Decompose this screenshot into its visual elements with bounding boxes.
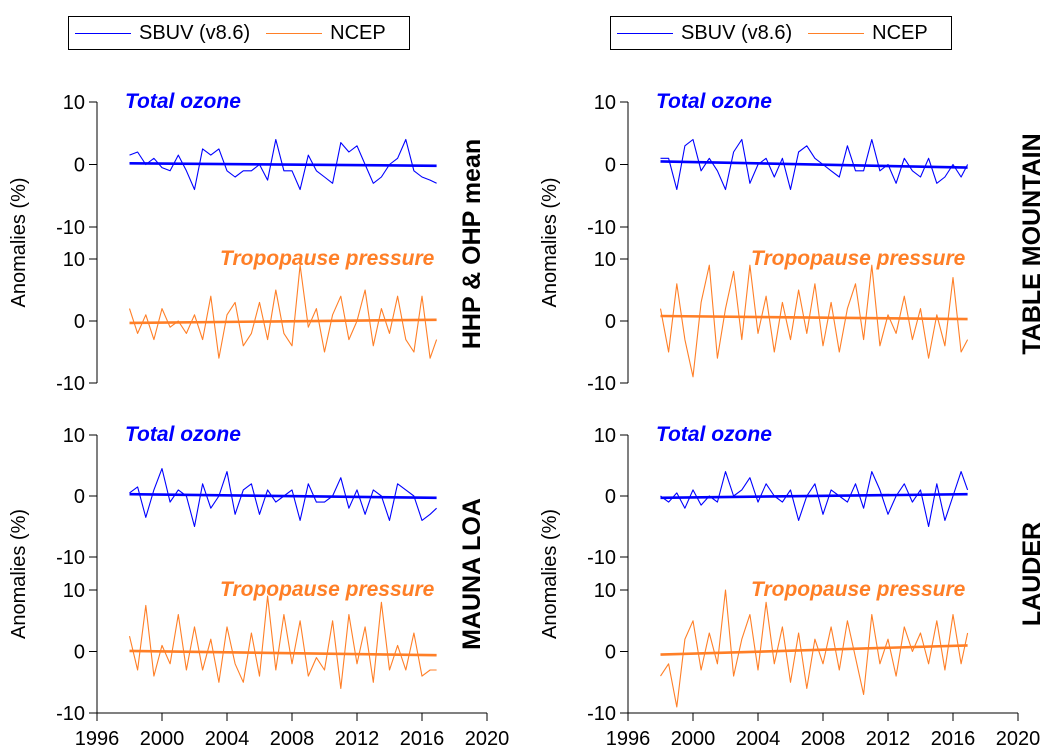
legend-label-ncep: NCEP <box>330 21 386 44</box>
legend-swatch-sbuv <box>617 32 673 34</box>
trend-line <box>660 314 968 321</box>
legend-label-sbuv: SBUV (v8.6) <box>139 21 251 44</box>
station-label: HHP & OHP mean <box>458 139 486 349</box>
x-tick-label: 2020 <box>465 728 510 750</box>
x-tick-label: 2012 <box>866 728 911 750</box>
y-tick-label: 10 <box>63 92 85 114</box>
y-tick-label: -10 <box>56 373 85 395</box>
legend-label-sbuv: SBUV (v8.6) <box>681 21 793 44</box>
x-tick-label: 2016 <box>400 728 445 750</box>
series-line <box>128 595 437 689</box>
y-tick-label: -10 <box>56 547 85 569</box>
x-tick-label: 2012 <box>335 728 380 750</box>
x-tick-label: 2016 <box>931 728 976 750</box>
trend-line <box>129 318 437 325</box>
tropopause-pressure-title: Tropopause pressure <box>751 247 966 270</box>
trend-line <box>129 649 437 657</box>
trend-line <box>660 492 968 500</box>
total-ozone-title: Total ozone <box>125 423 241 446</box>
tropopause-pressure-title: Tropopause pressure <box>220 578 435 601</box>
y-tick-label: 0 <box>74 311 85 333</box>
station-label: MAUNA LOA <box>458 498 486 650</box>
y-tick-label: 0 <box>74 642 85 664</box>
legend-right: SBUV (v8.6) NCEP <box>610 16 952 50</box>
y-axis-label: Anomalies (%) <box>539 177 561 307</box>
series-line <box>660 589 969 708</box>
x-tick-label: 2020 <box>996 728 1041 750</box>
y-tick-label: -10 <box>587 703 616 725</box>
series-line <box>128 264 438 359</box>
y-tick-label: 10 <box>594 92 616 114</box>
y-tick-label: 0 <box>74 486 85 508</box>
trend-line <box>660 644 968 656</box>
x-tick-label: 2008 <box>270 728 315 750</box>
total-ozone-title: Total ozone <box>656 90 772 113</box>
series-line <box>660 471 969 528</box>
x-tick-label: 2000 <box>140 728 185 750</box>
y-axis-label: Anomalies (%) <box>8 509 30 639</box>
y-tick-label: -10 <box>56 217 85 239</box>
x-tick-label: 2008 <box>801 728 846 750</box>
y-tick-label: 10 <box>594 249 616 271</box>
legend-item-ncep: NCEP <box>802 22 928 45</box>
x-tick-label: 1996 <box>75 728 120 750</box>
y-axis-label: Anomalies (%) <box>8 177 30 307</box>
trend-line <box>129 162 437 168</box>
y-tick-label: 10 <box>594 580 616 602</box>
legend-item-sbuv: SBUV (v8.6) <box>69 22 250 45</box>
trend-line <box>660 160 968 169</box>
trend-line <box>129 492 437 500</box>
y-tick-label: 0 <box>605 642 616 664</box>
y-tick-label: -10 <box>587 547 616 569</box>
station-label: TABLE MOUNTAIN <box>1018 133 1046 354</box>
legend-swatch-ncep <box>808 32 865 34</box>
series-line <box>659 264 969 378</box>
x-tick-label: 2004 <box>205 728 250 750</box>
y-tick-label: 10 <box>63 580 85 602</box>
y-tick-label: 10 <box>63 249 85 271</box>
station-label: LAUDER <box>1018 522 1046 626</box>
legend-left: SBUV (v8.6) NCEP <box>68 16 410 50</box>
legend-item-sbuv: SBUV (v8.6) <box>611 22 792 45</box>
legend-label-ncep: NCEP <box>872 21 928 44</box>
tropopause-pressure-title: Tropopause pressure <box>751 578 966 601</box>
x-tick-label: 2004 <box>736 728 781 750</box>
y-tick-label: 0 <box>74 155 85 177</box>
y-tick-label: 0 <box>605 486 616 508</box>
legend-swatch-sbuv <box>75 32 131 34</box>
y-tick-label: 10 <box>63 425 85 447</box>
y-tick-label: 10 <box>594 425 616 447</box>
y-tick-label: 0 <box>605 311 616 333</box>
series-line <box>129 138 437 191</box>
total-ozone-title: Total ozone <box>125 90 241 113</box>
x-tick-label: 2000 <box>671 728 716 750</box>
x-tick-label: 1996 <box>606 728 651 750</box>
total-ozone-title: Total ozone <box>656 423 772 446</box>
y-tick-label: -10 <box>587 217 616 239</box>
legend-item-ncep: NCEP <box>260 22 386 45</box>
y-tick-label: -10 <box>587 373 616 395</box>
y-axis-label: Anomalies (%) <box>539 509 561 639</box>
y-tick-label: 0 <box>605 155 616 177</box>
tropopause-pressure-title: Tropopause pressure <box>220 247 435 270</box>
y-tick-label: -10 <box>56 703 85 725</box>
legend-swatch-ncep <box>266 32 323 34</box>
